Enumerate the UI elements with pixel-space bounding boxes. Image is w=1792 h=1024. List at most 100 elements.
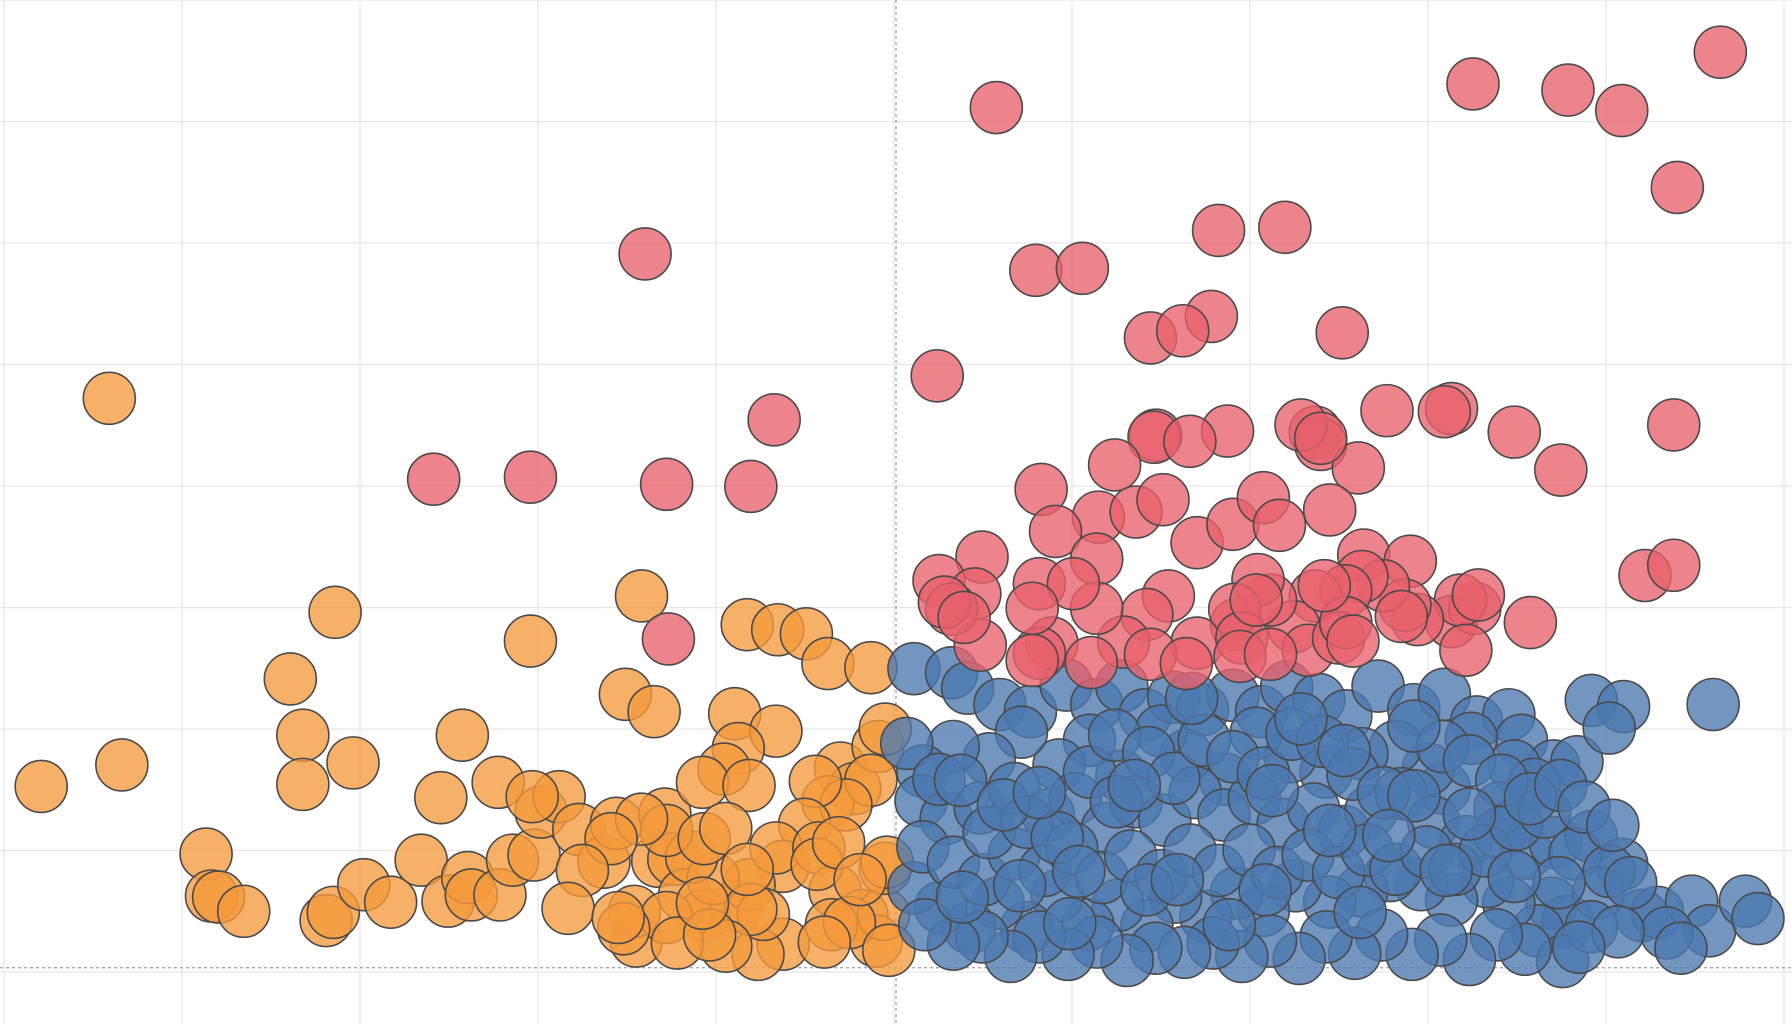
point-red: [937, 590, 991, 645]
point-blue: [879, 716, 934, 771]
point-red: [1594, 83, 1649, 138]
point-blue: [1532, 855, 1586, 910]
series-orange: [14, 371, 916, 982]
point-red: [1297, 558, 1352, 613]
point-red: [1155, 303, 1210, 358]
point-red: [1064, 635, 1119, 690]
point-orange: [276, 757, 330, 812]
point-blue: [1107, 758, 1162, 813]
point-red: [1315, 305, 1370, 360]
point-orange: [614, 569, 669, 623]
point-blue: [1317, 723, 1371, 778]
point-orange: [326, 736, 380, 790]
point-red: [1258, 200, 1312, 255]
point-blue: [992, 858, 1047, 913]
point-orange: [675, 876, 730, 930]
point-blue: [1387, 699, 1441, 753]
point-red: [1534, 443, 1588, 497]
point-orange: [95, 738, 149, 792]
point-red: [1374, 589, 1429, 644]
point-red: [1302, 483, 1357, 537]
point-blue: [1731, 891, 1785, 946]
point-orange: [833, 852, 887, 907]
point-blue: [1586, 798, 1640, 853]
point-orange: [720, 842, 775, 897]
point-red: [503, 450, 558, 504]
point-red: [1451, 568, 1506, 622]
point-red: [910, 349, 965, 403]
point-blue: [897, 897, 952, 952]
point-red: [724, 459, 778, 514]
point-blue: [935, 870, 990, 924]
point-blue: [1051, 844, 1106, 899]
point-red: [639, 457, 694, 512]
point-orange: [363, 875, 418, 929]
point-orange: [263, 652, 318, 706]
point-blue: [1551, 920, 1606, 975]
point-red: [1055, 241, 1110, 296]
point-blue: [1043, 896, 1097, 951]
point-blue: [1387, 768, 1441, 823]
point-red: [1252, 498, 1307, 553]
point-orange: [435, 708, 490, 763]
point-red: [1136, 472, 1190, 527]
point-red: [1360, 383, 1414, 438]
point-orange: [308, 585, 362, 640]
point-orange: [627, 684, 681, 739]
point-blue: [1654, 921, 1708, 976]
point-orange: [797, 915, 852, 969]
point-blue: [1245, 763, 1300, 818]
point-red: [1243, 627, 1298, 682]
point-red: [1191, 203, 1246, 258]
point-orange: [414, 770, 468, 825]
point-red: [1008, 243, 1063, 298]
point-blue: [1582, 701, 1637, 755]
point-red: [1541, 63, 1595, 117]
point-blue: [1362, 808, 1416, 863]
point-blue: [933, 753, 988, 808]
series-red: [406, 25, 1748, 691]
point-orange: [503, 614, 558, 668]
point-orange: [541, 881, 595, 936]
point-orange: [82, 371, 137, 426]
point-orange: [216, 884, 271, 939]
point-red: [1439, 623, 1493, 678]
scatter-points: [14, 25, 1785, 989]
point-red: [1646, 538, 1701, 593]
point-red: [1046, 556, 1101, 611]
point-red: [1005, 581, 1059, 636]
point-orange: [591, 890, 646, 945]
point-red: [1487, 405, 1542, 459]
point-orange: [276, 708, 330, 763]
point-red: [1650, 160, 1705, 215]
point-red: [1005, 633, 1059, 688]
point-red: [1229, 573, 1283, 627]
point-orange: [394, 833, 448, 887]
point-orange: [14, 759, 69, 814]
point-red: [1646, 398, 1701, 452]
point-blue: [1333, 885, 1387, 940]
point-red: [641, 612, 696, 666]
point-red: [1087, 438, 1142, 492]
series-blue: [879, 641, 1785, 989]
point-blue: [1419, 843, 1473, 898]
point-red: [1446, 57, 1500, 111]
point-orange: [505, 769, 560, 824]
point-blue: [1274, 692, 1328, 746]
point-blue: [1012, 765, 1067, 820]
point-red: [1159, 636, 1214, 691]
point-blue: [1686, 677, 1740, 732]
point-blue: [1487, 849, 1542, 904]
point-blue: [1202, 897, 1257, 952]
point-red: [1028, 504, 1083, 559]
point-red: [1293, 411, 1348, 466]
point-blue: [1238, 863, 1292, 917]
point-blue: [1442, 787, 1497, 841]
point-red: [1326, 614, 1380, 668]
point-red: [747, 393, 801, 447]
point-red: [406, 452, 461, 507]
point-red: [1417, 384, 1472, 439]
point-red: [1331, 441, 1386, 495]
point-orange: [722, 758, 776, 813]
